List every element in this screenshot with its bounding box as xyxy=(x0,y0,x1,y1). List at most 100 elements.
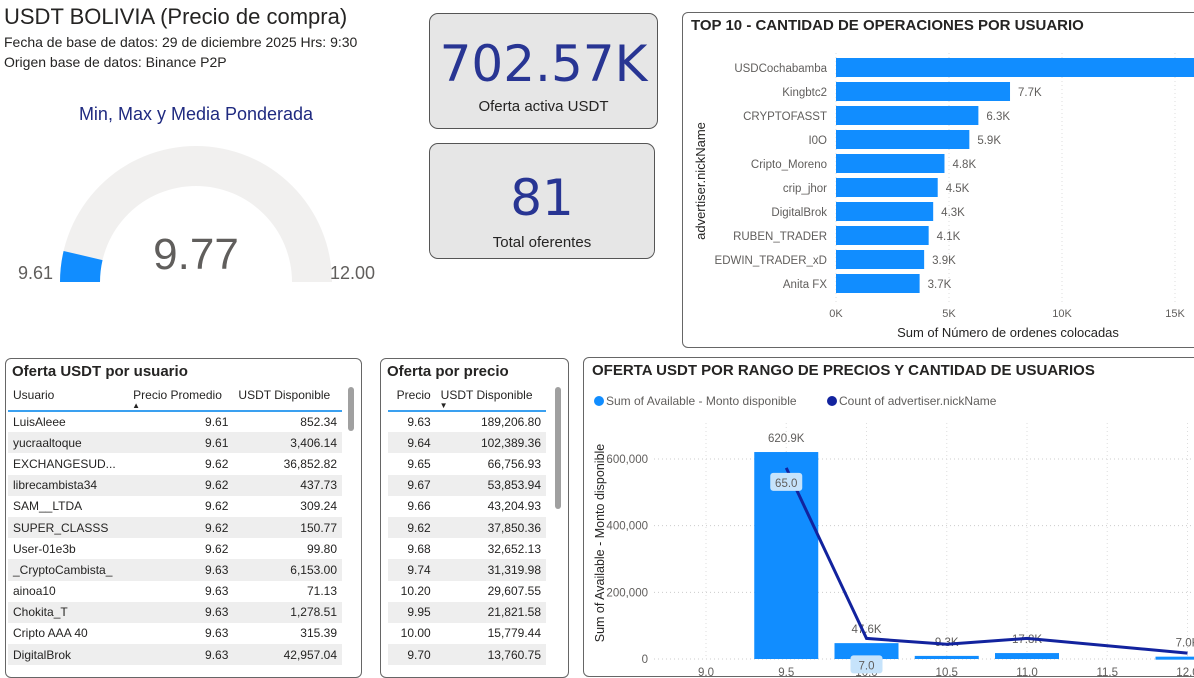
bar[interactable] xyxy=(1156,657,1194,660)
table-title: Oferta USDT por usuario xyxy=(12,363,188,380)
bar-data-label: 7.0K xyxy=(1176,638,1194,650)
column-header-precio[interactable]: Precio Promedio▲ xyxy=(128,385,233,411)
table-cell: 9.70 xyxy=(388,644,436,665)
y-tick-label: 600,000 xyxy=(606,454,648,466)
table-cell: yucraaltoque xyxy=(8,432,128,453)
y-tick-label: 0 xyxy=(642,654,648,666)
y-category-label: Cripto_Moreno xyxy=(751,159,827,171)
bar[interactable] xyxy=(836,58,1194,77)
table-cell: 9.62 xyxy=(388,517,436,538)
bar[interactable] xyxy=(836,130,969,149)
table-cell: 9.63 xyxy=(128,559,233,580)
bar[interactable] xyxy=(836,178,938,197)
table-cell: 9.68 xyxy=(388,538,436,559)
table-cell: _CryptoCambista_ xyxy=(8,559,128,580)
bar-data-label: 47.6K xyxy=(851,624,881,636)
bar[interactable] xyxy=(836,274,920,293)
page-title: USDT BOLIVIA (Precio de compra) xyxy=(4,4,347,30)
column-header-usuario[interactable]: Usuario xyxy=(8,385,128,411)
bar[interactable] xyxy=(995,653,1059,659)
table-users-panel: Oferta USDT por usuario Usuario Precio P… xyxy=(5,358,362,678)
y-tick-label: 200,000 xyxy=(606,587,648,599)
table-cell: 9.62 xyxy=(128,475,233,496)
table-cell: 9.62 xyxy=(128,453,233,474)
y-tick-label: 400,000 xyxy=(606,521,648,533)
sort-descending-icon: ▼ xyxy=(440,401,448,410)
table-cell: Cripto AAA 40 xyxy=(8,623,128,644)
x-tick-label: 9.5 xyxy=(778,667,794,677)
y-category-label: RUBEN_TRADER xyxy=(733,231,827,243)
legend-marker[interactable] xyxy=(594,396,604,406)
legend-label[interactable]: Count of advertiser.nickName xyxy=(839,394,997,408)
table-cell: 3,406.14 xyxy=(233,432,342,453)
bar[interactable] xyxy=(836,226,929,245)
data-label: 7.7K xyxy=(1018,87,1042,99)
table-cell: 66,756.93 xyxy=(436,453,546,474)
bar[interactable] xyxy=(836,154,944,173)
table-cell: 9.63 xyxy=(128,581,233,602)
column-header-precio[interactable]: Precio xyxy=(388,385,436,411)
table-cell: 6,153.00 xyxy=(233,559,342,580)
legend-label[interactable]: Sum of Available - Monto disponible xyxy=(606,394,797,408)
kpi-label: Total oferentes xyxy=(430,234,654,251)
y-category-label: DigitalBrok xyxy=(771,207,827,219)
bar[interactable] xyxy=(836,202,933,221)
line-series[interactable] xyxy=(786,468,1187,653)
table-cell: 9.61 xyxy=(128,432,233,453)
table-cell: 31,319.98 xyxy=(436,559,546,580)
table-cell: 99.80 xyxy=(233,538,342,559)
table-cell: 21,821.58 xyxy=(436,602,546,623)
bar[interactable] xyxy=(915,656,979,659)
x-tick-label: 5K xyxy=(942,308,956,320)
line-data-label: 65.0 xyxy=(775,478,797,490)
data-label: 3.9K xyxy=(932,255,956,267)
data-label: 4.8K xyxy=(952,159,976,171)
bar[interactable] xyxy=(836,82,1010,101)
scrollbar[interactable] xyxy=(348,387,354,431)
column-header-usdt[interactable]: USDT Disponible xyxy=(233,385,342,411)
table-cell: 9.95 xyxy=(388,602,436,623)
x-tick-label: 12.0 xyxy=(1176,667,1194,677)
bar-data-label: 620.9K xyxy=(768,433,805,445)
x-tick-label: 15K xyxy=(1165,308,1185,320)
table-cell: 852.34 xyxy=(233,411,342,432)
y-category-label: Anita FX xyxy=(783,279,827,291)
table-cell: librecambista34 xyxy=(8,475,128,496)
range-chart-panel: OFERTA USDT POR RANGO DE PRECIOS Y CANTI… xyxy=(583,357,1194,677)
column-header-usdt[interactable]: USDT Disponible▼ xyxy=(436,385,546,411)
table-cell: 9.67 xyxy=(388,475,436,496)
legend-marker[interactable] xyxy=(827,396,837,406)
data-label: 4.1K xyxy=(937,231,961,243)
bar[interactable] xyxy=(836,250,924,269)
x-tick-label: 10K xyxy=(1052,308,1072,320)
table-cell: Chokita_T xyxy=(8,602,128,623)
scrollbar[interactable] xyxy=(555,387,561,509)
bar[interactable] xyxy=(836,106,978,125)
table-prices-panel: Oferta por precio Precio USDT Disponible… xyxy=(380,358,569,678)
